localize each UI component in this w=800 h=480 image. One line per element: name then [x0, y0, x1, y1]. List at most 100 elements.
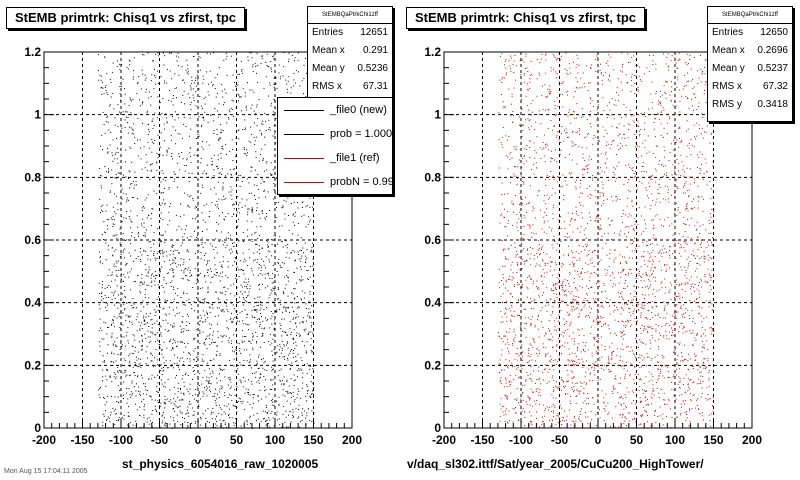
right-data-point: [615, 301, 617, 303]
left-data-point: [166, 150, 168, 152]
right-data-point: [595, 414, 597, 416]
left-data-point: [207, 317, 209, 319]
right-data-point: [696, 288, 698, 290]
left-data-point: [200, 424, 202, 426]
left-data-point: [288, 76, 290, 78]
left-data-point: [221, 276, 223, 278]
left-data-point: [157, 134, 159, 136]
left-data-point: [178, 153, 180, 155]
right-data-point: [626, 407, 627, 409]
left-data-point: [186, 313, 188, 315]
left-data-point: [156, 320, 158, 322]
left-data-point: [201, 243, 203, 245]
right-data-point: [510, 70, 512, 72]
left-data-point: [182, 80, 184, 81]
left-data-point: [169, 70, 171, 72]
left-data-point: [166, 154, 168, 156]
left-data-point: [212, 307, 214, 309]
left-data-point: [187, 426, 189, 428]
left-data-point: [246, 286, 247, 288]
right-data-point: [628, 320, 630, 322]
left-data-point: [103, 396, 104, 398]
left-data-point: [307, 278, 309, 280]
right-data-point: [639, 339, 641, 341]
right-data-point: [594, 189, 596, 191]
right-data-point: [626, 346, 628, 348]
right-data-point: [647, 330, 649, 332]
left-data-point: [240, 382, 242, 384]
left-data-point: [187, 425, 189, 427]
left-data-point: [146, 169, 148, 171]
right-data-point: [583, 348, 584, 350]
left-data-point: [268, 274, 270, 276]
right-data-point: [699, 172, 701, 174]
left-data-point: [170, 139, 172, 141]
left-data-point: [310, 338, 312, 340]
left-data-point: [184, 421, 186, 423]
right-data-point: [707, 268, 709, 270]
right-data-point: [693, 57, 695, 59]
right-data-point: [635, 337, 637, 339]
left-data-point: [159, 406, 161, 408]
left-data-point: [306, 352, 307, 354]
right-data-point: [558, 359, 560, 360]
left-data-point: [206, 362, 208, 364]
left-data-point: [236, 386, 238, 388]
left-data-point: [238, 204, 239, 206]
left-data-point: [209, 373, 211, 375]
left-data-point: [186, 427, 188, 429]
left-data-point: [310, 331, 312, 333]
right-data-point: [687, 369, 689, 370]
right-data-point: [712, 264, 714, 266]
left-data-point: [125, 176, 127, 178]
left-data-point: [231, 251, 233, 253]
left-data-point: [191, 422, 193, 424]
left-data-point: [120, 313, 122, 315]
left-data-point: [227, 384, 229, 386]
right-data-point: [553, 410, 554, 412]
right-data-point: [653, 224, 655, 226]
right-data-point: [622, 145, 623, 147]
right-data-point: [655, 145, 657, 147]
left-data-point: [204, 255, 205, 256]
right-data-point: [536, 379, 538, 380]
left-data-point: [261, 248, 263, 250]
right-data-point: [666, 403, 668, 405]
left-data-point: [178, 156, 180, 158]
right-data-point: [543, 415, 545, 417]
right-data-point: [694, 93, 696, 95]
left-data-point: [247, 229, 249, 231]
left-data-point: [275, 201, 277, 203]
left-data-point: [222, 369, 223, 371]
left-data-point: [251, 221, 253, 223]
left-data-point: [144, 264, 146, 266]
left-data-point: [211, 303, 213, 305]
right-data-point: [713, 328, 715, 330]
left-data-point: [285, 240, 287, 242]
left-data-point: [115, 413, 117, 415]
right-data-point: [624, 394, 626, 396]
left-data-point: [272, 360, 274, 362]
right-data-point: [621, 89, 623, 91]
left-data-point: [201, 383, 203, 385]
right-data-point: [597, 346, 599, 348]
right-data-point: [693, 198, 694, 200]
left-data-point: [129, 394, 131, 396]
left-data-point: [274, 319, 276, 321]
right-data-point: [606, 117, 608, 118]
left-data-point: [114, 234, 116, 236]
right-data-point: [611, 141, 613, 143]
left-data-point: [163, 199, 165, 201]
left-data-point: [234, 389, 236, 391]
left-data-point: [243, 340, 245, 342]
left-data-point: [102, 425, 104, 427]
right-data-point: [585, 316, 586, 318]
left-data-point: [103, 360, 105, 362]
right-data-point: [592, 138, 594, 140]
left-data-point: [111, 395, 112, 397]
right-data-point: [700, 239, 702, 241]
right-data-point: [683, 171, 685, 173]
left-data-point: [271, 174, 273, 176]
left-data-point: [246, 314, 248, 316]
left-data-point: [188, 352, 190, 354]
